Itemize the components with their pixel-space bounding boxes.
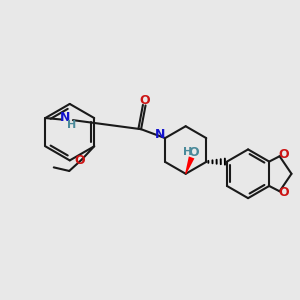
- Text: H: H: [183, 147, 192, 158]
- Text: O: O: [279, 186, 289, 199]
- Text: O: O: [189, 146, 199, 159]
- Text: O: O: [74, 154, 85, 167]
- Text: N: N: [60, 111, 70, 124]
- Text: N: N: [154, 128, 165, 141]
- Text: O: O: [279, 148, 289, 161]
- Text: H: H: [68, 120, 77, 130]
- Text: O: O: [140, 94, 150, 106]
- Polygon shape: [185, 156, 194, 174]
